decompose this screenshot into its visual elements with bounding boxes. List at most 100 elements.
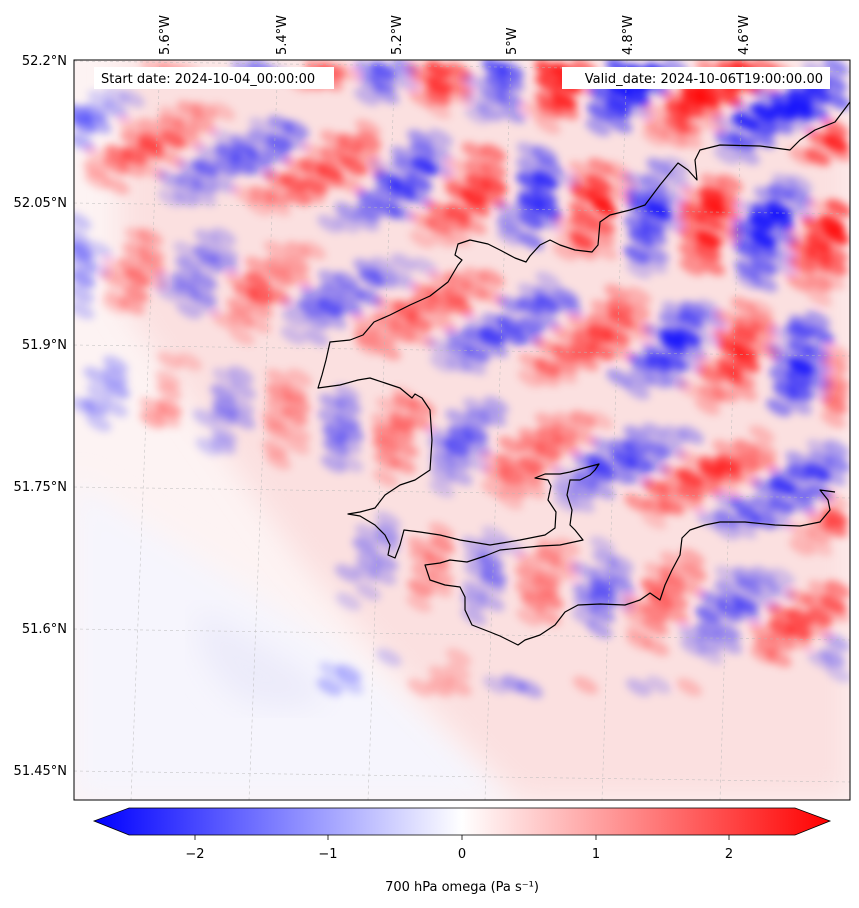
descent-cell	[339, 283, 365, 302]
ascent-cell	[806, 273, 832, 292]
ascent-cell	[245, 315, 272, 334]
ascent-cell	[227, 310, 254, 329]
start-date-box: Start date: 2024-10-04_00:00:00	[94, 67, 334, 89]
ascent-cell	[641, 511, 668, 530]
ascent-cell	[516, 608, 542, 627]
ascent-cell	[264, 421, 290, 440]
ascent-cell	[409, 230, 435, 249]
ascent-cell	[119, 159, 146, 178]
descent-cell	[303, 328, 329, 347]
descent-cell	[407, 129, 433, 148]
ascent-cell	[103, 156, 129, 175]
ascent-cell	[265, 369, 292, 388]
ascent-cell	[104, 176, 130, 195]
descent-cell	[197, 255, 223, 274]
ascent-cell	[788, 240, 815, 259]
ascent-cell	[591, 198, 618, 217]
ascent-cell	[789, 146, 815, 165]
descent-cell	[641, 255, 668, 274]
ascent-cell	[552, 325, 578, 344]
ascent-cell	[679, 548, 705, 567]
descent-cell	[497, 295, 524, 315]
ascent-cell	[429, 229, 456, 248]
ascent-cell	[802, 592, 828, 611]
descent-cell	[390, 253, 416, 272]
ascent-cell	[425, 100, 452, 119]
ascent-cell	[551, 91, 577, 110]
descent-cell	[477, 552, 504, 571]
coastline	[317, 101, 850, 646]
map-frame	[73, 59, 851, 801]
descent-cell	[787, 339, 814, 358]
ascent-cell	[425, 60, 452, 79]
descent-cell	[483, 396, 509, 415]
ascent-cell	[211, 311, 237, 330]
ascent-cell	[122, 242, 149, 261]
descent-cell	[824, 633, 850, 652]
ascent-cell	[623, 595, 649, 614]
descent-cell	[212, 367, 239, 387]
descent-cell	[191, 187, 217, 206]
descent-cell	[373, 185, 400, 204]
ascent-cell	[263, 240, 290, 259]
ascent-cell	[104, 145, 131, 164]
descent-cell	[639, 215, 666, 234]
descent-cell	[664, 171, 691, 190]
descent-cell	[192, 175, 219, 194]
ascent-cell	[265, 383, 291, 402]
colorbar-ticks	[194, 835, 730, 840]
lon-label: 5.6°W	[158, 15, 173, 55]
descent-cell	[352, 537, 379, 556]
descent-cell	[623, 425, 650, 444]
descent-cell	[229, 411, 256, 430]
ascent-cell	[551, 424, 578, 443]
descent-cell	[334, 384, 360, 403]
descent-cell	[498, 61, 524, 80]
descent-cell	[769, 567, 796, 586]
descent-cell	[175, 173, 202, 192]
ascent-cell	[429, 313, 456, 332]
descent-cell	[177, 160, 203, 179]
ascent-cell	[659, 565, 685, 584]
ascent-cell	[83, 160, 109, 179]
descent-cell	[496, 215, 522, 234]
descent-cell	[157, 189, 184, 208]
ascent-cell	[425, 215, 452, 234]
ascent-cell	[677, 492, 704, 511]
ascent-cell	[372, 311, 398, 331]
descent-cell	[317, 214, 343, 233]
descent-cell	[571, 562, 597, 581]
ascent-cell	[788, 537, 815, 556]
descent-cell	[425, 143, 452, 162]
ascent-cell	[137, 141, 164, 160]
descent-cell	[734, 146, 760, 165]
descent-cell	[734, 260, 760, 279]
colorbar-label: 700 hPa omega (Pa s⁻¹)	[385, 880, 539, 895]
ascent-cell	[534, 368, 561, 387]
descent-cell	[659, 214, 685, 233]
ascent-cell	[534, 60, 561, 79]
ascent-cell	[283, 255, 310, 274]
descent-cell	[586, 102, 613, 121]
ascent-cell	[446, 77, 473, 96]
descent-cell	[371, 270, 398, 289]
ascent-cell	[481, 176, 508, 195]
ascent-cell	[284, 158, 311, 177]
longitude-labels: 5.6°W 5.4°W 5.2°W 5°W 4.8°W 4.6°W	[158, 15, 752, 55]
ascent-cell	[138, 244, 165, 263]
descent-cell	[480, 408, 507, 427]
descent-cell	[767, 342, 794, 361]
descent-cell	[804, 310, 831, 329]
ascent-cell	[699, 257, 726, 276]
descent-cell	[678, 311, 704, 330]
ascent-cell	[805, 243, 832, 262]
ascent-cell	[573, 352, 599, 371]
ascent-cell	[464, 159, 491, 178]
descent-cell	[627, 229, 654, 248]
ascent-cell	[734, 354, 760, 373]
ascent-cell	[352, 314, 379, 333]
descent-cell	[462, 326, 488, 345]
descent-cell	[714, 114, 740, 134]
ascent-cell	[732, 342, 758, 361]
descent-cell	[496, 314, 523, 333]
